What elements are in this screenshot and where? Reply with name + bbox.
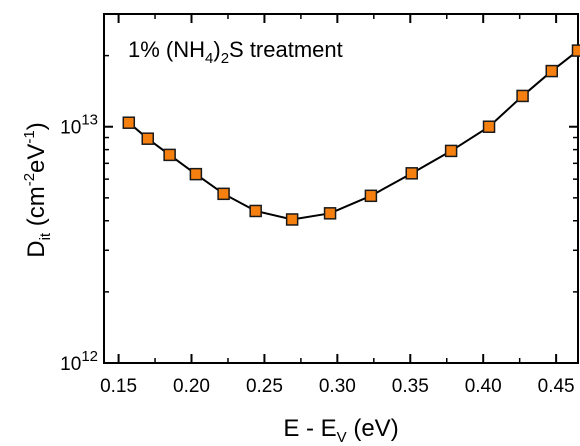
data-point — [323, 207, 337, 220]
markers-group — [122, 44, 580, 226]
x-tick-label: 0.40 — [465, 376, 502, 397]
x-tick-label: 0.15 — [100, 376, 137, 397]
data-point — [545, 64, 558, 78]
data-point — [249, 204, 262, 218]
ticks: 0.15 0.20 0.25 0.30 0.35 0.40 0.45 1012 1013 — [60, 14, 578, 397]
x-tick-label: 0.25 — [246, 376, 283, 397]
series-line-group — [128, 49, 579, 221]
data-point — [482, 120, 496, 133]
x-tick-label: 0.45 — [538, 376, 575, 397]
annotation-text: 1% (NH4)2S treatment — [128, 37, 343, 67]
x-axis-title: E - EV (eV) — [283, 415, 398, 446]
data-point — [571, 44, 580, 57]
x-tick-label: 0.20 — [173, 376, 210, 397]
x-tick-label: 0.30 — [319, 376, 356, 397]
plot-frame — [103, 13, 579, 364]
data-point — [444, 144, 458, 158]
data-point — [217, 187, 230, 201]
data-point — [141, 132, 155, 145]
data-point — [163, 148, 176, 162]
data-point — [405, 167, 418, 180]
y-tick-label: 1012 — [60, 348, 98, 375]
data-point — [189, 167, 203, 181]
series-line — [128, 49, 579, 221]
data-point — [122, 116, 136, 129]
data-point — [516, 89, 529, 103]
x-tick-label: 0.35 — [392, 376, 429, 397]
y-tick-label: 1013 — [60, 112, 98, 139]
data-point — [285, 213, 299, 226]
y-axis-title: Dit (cm-2eV-1) — [21, 122, 54, 258]
data-point — [364, 189, 378, 203]
